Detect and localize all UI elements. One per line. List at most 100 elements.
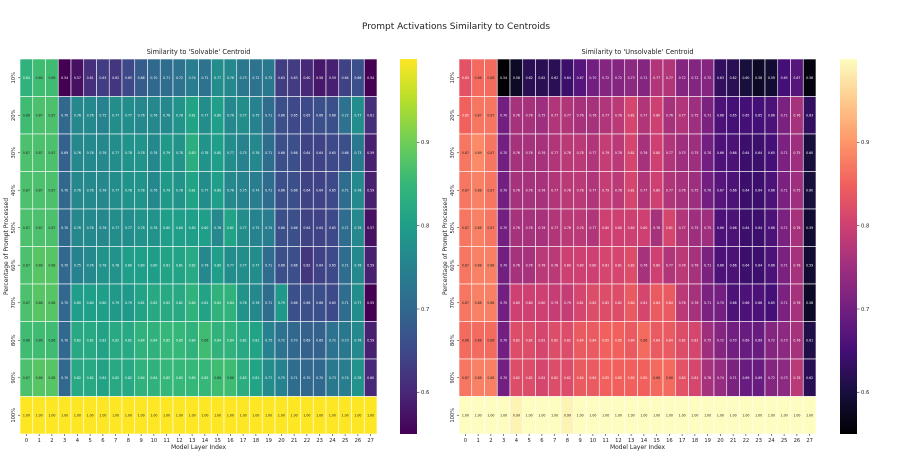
cell-value-label: 0.86 (487, 338, 494, 342)
cell-value-label: 0.58 (316, 76, 323, 80)
cell-value-label: 0.85 (628, 376, 635, 380)
cell-value-label: 0.77 (653, 76, 660, 80)
cell-value-label: 0.70 (150, 76, 157, 80)
cell-value-label: 0.66 (278, 113, 285, 117)
cell-value-label: 0.79 (602, 151, 609, 155)
cell-value-label: 0.87 (36, 188, 43, 192)
cell-value-label: 0.65 (730, 113, 737, 117)
cell-value-label: 0.86 (462, 338, 469, 342)
cell-value-label: 0.84 (577, 376, 584, 380)
cell-value-label: 0.64 (755, 263, 762, 267)
cell-value-label: 0.80 (653, 113, 660, 117)
cell-value-label: 0.84 (214, 301, 221, 305)
cell-value-label: 0.81 (691, 376, 698, 380)
cell-value-label: 0.76 (227, 113, 234, 117)
cell-value-label: 0.75 (278, 376, 285, 380)
cell-value-label: 0.83 (679, 376, 686, 380)
cell-value-label: 0.80 (602, 226, 609, 230)
unsolvable-y-axis-label: Percentage of Prompt Processed (442, 198, 449, 295)
x-tick-label: 10 (151, 438, 158, 444)
cell-value-label: 0.80 (640, 226, 647, 230)
cell-value-label: 0.82 (163, 301, 170, 305)
cell-value-label: 0.76 (793, 226, 800, 230)
cell-value-label: 1.00 (500, 413, 507, 417)
cell-value-label: 0.77 (564, 113, 571, 117)
cell-value-label: 0.84 (589, 376, 596, 380)
cell-value-label: 1.00 (768, 413, 775, 417)
cell-value-label: 0.84 (138, 376, 145, 380)
cell-value-label: 0.76 (99, 226, 106, 230)
cell-value-label: 0.72 (176, 76, 183, 80)
cell-value-label: 0.69 (303, 338, 310, 342)
cell-value-label: 0.82 (564, 376, 571, 380)
cell-value-label: 0.80 (628, 226, 635, 230)
cell-value-label: 0.62 (112, 76, 119, 80)
cell-value-label: 0.81 (138, 301, 145, 305)
cell-value-label: 0.70 (61, 226, 68, 230)
cell-value-label: 0.72 (679, 76, 686, 80)
cell-value-label: 0.78 (538, 263, 545, 267)
cell-value-label: 0.75 (793, 151, 800, 155)
cell-value-label: 0.77 (589, 151, 596, 155)
cell-value-label: 0.65 (755, 113, 762, 117)
cell-value-label: 0.72 (640, 76, 647, 80)
cell-value-label: 0.88 (475, 376, 482, 380)
cell-value-label: 0.66 (291, 188, 298, 192)
cell-value-label: 0.78 (564, 188, 571, 192)
cell-value-label: 1.00 (577, 413, 584, 417)
cell-value-label: 0.76 (163, 113, 170, 117)
cell-value-label: 0.76 (577, 113, 584, 117)
cell-value-label: 0.87 (23, 376, 30, 380)
cell-value-label: 0.84 (589, 338, 596, 342)
cell-value-label: 1.00 (640, 413, 647, 417)
cell-value-label: 0.78 (176, 151, 183, 155)
y-tick-label: 100% (11, 408, 17, 423)
cell-value-label: 0.54 (500, 76, 507, 80)
y-tick-label: 30% (11, 147, 17, 159)
x-tick-label: 20 (717, 438, 724, 444)
cell-value-label: 0.66 (755, 301, 762, 305)
cell-value-label: 0.87 (36, 113, 43, 117)
cell-value-label: 0.73 (265, 76, 272, 80)
cell-value-label: 0.64 (755, 151, 762, 155)
x-tick-label: 7 (114, 438, 117, 444)
cell-value-label: 0.89 (475, 151, 482, 155)
x-tick-label: 27 (806, 438, 813, 444)
cell-value-label: 0.78 (551, 263, 558, 267)
y-tick-label: 70% (11, 297, 17, 309)
cell-value-label: 0.71 (704, 113, 711, 117)
x-tick-label: 11 (602, 438, 609, 444)
cell-value-label: 0.76 (526, 226, 533, 230)
cell-value-label: 0.78 (176, 188, 183, 192)
cell-value-label: 0.82 (74, 338, 81, 342)
cell-value-label: 0.77 (640, 188, 647, 192)
x-tick-label: 3 (63, 438, 66, 444)
cell-value-label: 0.76 (74, 151, 81, 155)
cell-value-label: 1.00 (367, 413, 374, 417)
colorbar-tick-label: 0.9 (421, 140, 429, 146)
cell-value-label: 0.77 (551, 113, 558, 117)
cell-value-label: 0.80 (176, 226, 183, 230)
cell-value-label: 0.73 (781, 376, 788, 380)
cell-value-label: 0.84 (189, 338, 196, 342)
cell-value-label: 0.78 (201, 151, 208, 155)
cell-value-label: 0.79 (163, 151, 170, 155)
cell-value-label: 0.84 (189, 301, 196, 305)
cell-value-label: 0.62 (303, 263, 310, 267)
cell-value-label: 0.79 (163, 188, 170, 192)
cell-value-label: 0.87 (487, 188, 494, 192)
cell-value-label: 0.86 (23, 338, 30, 342)
cell-value-label: 0.77 (640, 113, 647, 117)
cell-value-label: 0.64 (742, 263, 749, 267)
cell-value-label: 0.83 (240, 376, 247, 380)
cell-value-label: 0.84 (666, 338, 673, 342)
x-tick-label: 11 (163, 438, 170, 444)
cell-value-label: 0.87 (462, 263, 469, 267)
cell-value-label: 1.00 (781, 413, 788, 417)
cell-value-label: 0.70 (61, 188, 68, 192)
cell-value-label: 0.75 (691, 151, 698, 155)
cell-value-label: 0.99 (513, 413, 520, 417)
cell-value-label: 1.00 (329, 413, 336, 417)
cell-value-label: 0.70 (500, 301, 507, 305)
cell-value-label: 0.82 (513, 338, 520, 342)
